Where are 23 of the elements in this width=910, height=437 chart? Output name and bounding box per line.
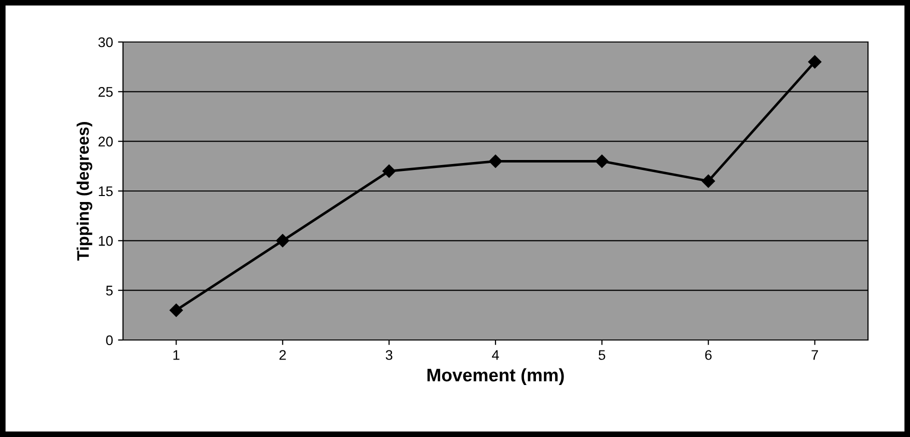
y-tick-label: 0 <box>106 335 113 346</box>
point <box>382 164 396 178</box>
x-tick-label: 4 <box>492 350 499 360</box>
x-tick-label: 7 <box>812 350 818 360</box>
point <box>170 304 183 317</box>
y-tick-label: 25 <box>98 87 113 97</box>
x-tick-label: 5 <box>598 350 606 360</box>
y-tick-label: 15 <box>98 186 113 196</box>
x-tick-label: 2 <box>279 350 286 360</box>
y-axis-title: Tipping (degrees) <box>76 122 92 261</box>
y-tick-label: 20 <box>98 136 113 147</box>
point <box>276 234 290 248</box>
x-tick-label: 1 <box>173 350 180 360</box>
point <box>488 154 502 168</box>
x-tick-label: 6 <box>705 350 712 360</box>
point <box>595 154 609 168</box>
y-tick-label: 30 <box>98 37 113 48</box>
x-axis-title: Movement (mm) <box>427 368 564 386</box>
x-tick-label: 3 <box>386 350 392 360</box>
point <box>808 55 822 68</box>
point <box>702 174 715 188</box>
y-tick-label: 10 <box>98 236 113 246</box>
y-tick-label: 5 <box>106 286 113 296</box>
